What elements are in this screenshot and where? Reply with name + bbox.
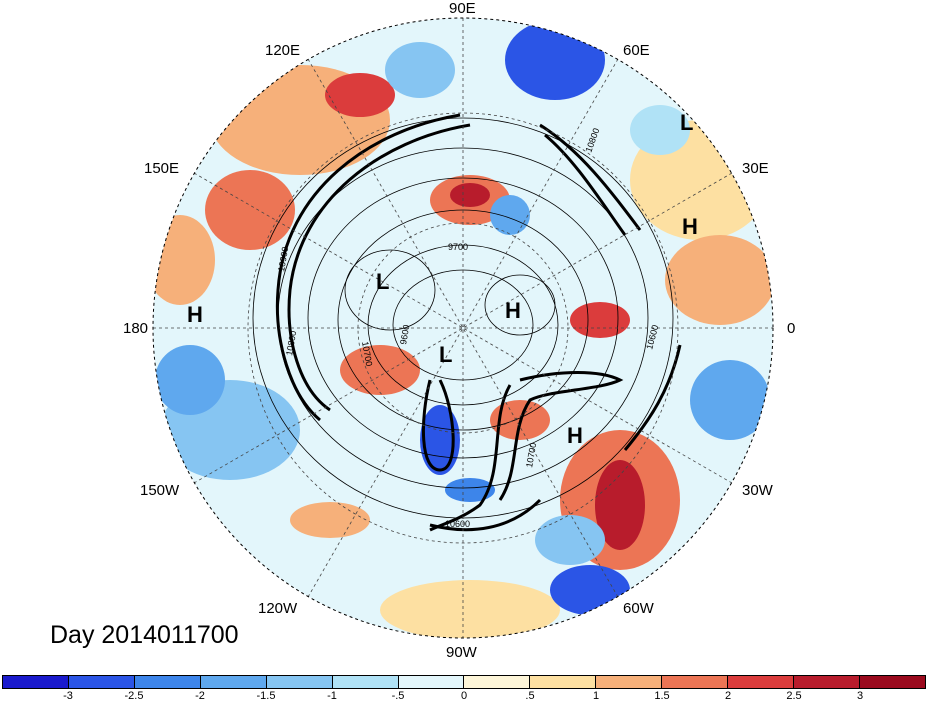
lon-label-60w: 60W xyxy=(623,600,654,617)
colorbar-cell xyxy=(68,676,135,688)
anomaly-field xyxy=(153,18,773,638)
contour-label: 10700 xyxy=(524,442,538,468)
colorbar-tick-label: -2 xyxy=(195,690,205,702)
high-pacific: H xyxy=(187,302,203,327)
contour-label: 9700 xyxy=(448,242,468,252)
colorbar-tick-label: .5 xyxy=(525,690,535,702)
colorbar-cell xyxy=(3,676,69,688)
high-europe: H xyxy=(682,214,698,239)
colorbar-tick-label: 2.5 xyxy=(786,690,802,702)
contour-label: 10600 xyxy=(445,519,470,529)
lon-label-150e: 150E xyxy=(144,160,180,177)
contour-label: 10800 xyxy=(284,330,298,356)
colorbar-tick-label: 0 xyxy=(460,690,468,702)
lon-label-0: 0 xyxy=(787,320,796,337)
low-pole: L xyxy=(439,342,452,367)
colorbar-cell xyxy=(794,676,860,688)
colorbar-tick-label: 2 xyxy=(724,690,732,702)
lon-label-30e: 30E xyxy=(742,160,769,177)
graticule xyxy=(153,18,773,638)
pressure-marks: L H H L H L H xyxy=(187,110,698,448)
colorbar-tick-label: 1 xyxy=(592,690,600,702)
colorbar-tick-label: 3 xyxy=(856,690,864,702)
map-boundary xyxy=(152,17,774,639)
lon-label-120e: 120E xyxy=(265,42,301,59)
colorbar-cell xyxy=(200,676,267,688)
high-arctic: H xyxy=(505,298,521,323)
colorbar-cell xyxy=(398,676,465,688)
lon-label-90e: 90E xyxy=(449,0,476,17)
low-east-atlantic: L xyxy=(680,110,693,135)
colorbar-cell xyxy=(134,676,201,688)
low-siberia: L xyxy=(376,269,389,294)
colorbar-tick-label: -.5 xyxy=(391,690,405,702)
lon-label-60e: 60E xyxy=(623,42,650,59)
colorbar-cell xyxy=(596,676,663,688)
colorbar-cell xyxy=(859,676,925,688)
colorbar-cell xyxy=(332,676,399,688)
jet-contours xyxy=(275,113,682,532)
contour-label: 9600 xyxy=(398,324,411,345)
colorbar-tick-label: 1.5 xyxy=(654,690,670,702)
lon-label-30w: 30W xyxy=(742,482,773,499)
high-atlantic: H xyxy=(567,423,583,448)
lon-label-150w: 150W xyxy=(140,482,180,499)
lon-label-180: 180 xyxy=(123,320,149,337)
colorbar-cell xyxy=(530,676,597,688)
colorbar xyxy=(2,675,926,689)
colorbar-tick-label: -2.5 xyxy=(124,690,144,702)
colorbar-tick-label: -1.5 xyxy=(256,690,276,702)
day-label: Day 2014011700 xyxy=(50,621,239,649)
contour-label: 10900 xyxy=(276,246,290,272)
lon-label-90w: 90W xyxy=(446,644,477,661)
lon-label-120w: 120W xyxy=(258,600,298,617)
colorbar-tick-label: -1 xyxy=(327,690,337,702)
contour-label: 10700 xyxy=(360,341,374,367)
colorbar-cell xyxy=(464,676,531,688)
colorbar-cell xyxy=(266,676,333,688)
colorbar-cell xyxy=(728,676,795,688)
colorbar-tick-label: -3 xyxy=(63,690,73,702)
colorbar-cell xyxy=(662,676,729,688)
